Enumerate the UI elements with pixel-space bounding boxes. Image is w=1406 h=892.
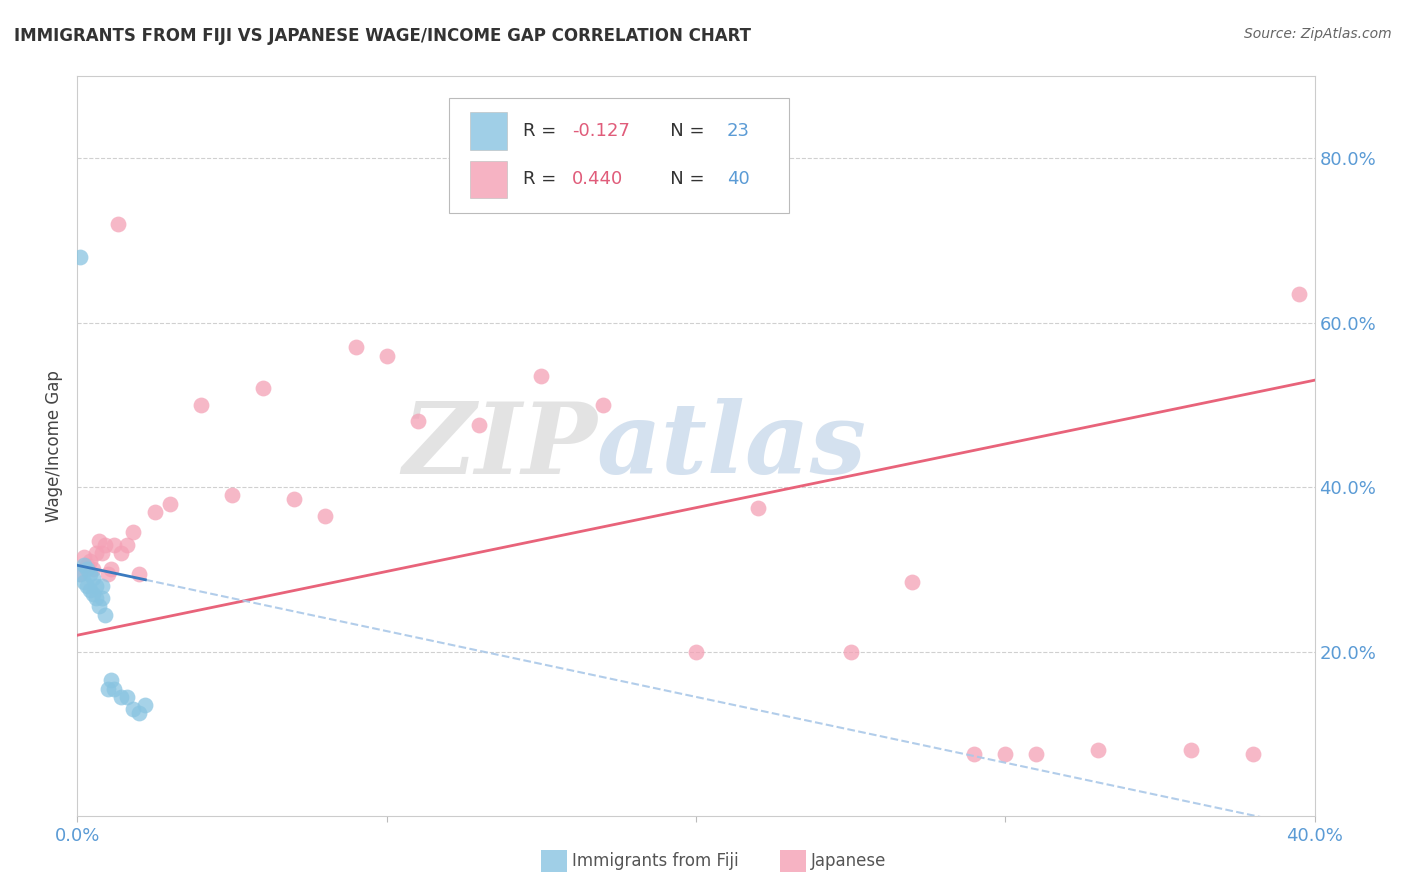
- Point: [963, 747, 986, 762]
- Point: [685, 645, 707, 659]
- Point: [84, 579, 107, 593]
- Point: [1180, 743, 1202, 757]
- Text: IMMIGRANTS FROM FIJI VS JAPANESE WAGE/INCOME GAP CORRELATION CHART: IMMIGRANTS FROM FIJI VS JAPANESE WAGE/IN…: [14, 27, 751, 45]
- Text: N =: N =: [652, 170, 710, 188]
- Point: [100, 562, 122, 576]
- Point: [406, 414, 429, 428]
- Point: [122, 525, 145, 540]
- Point: [1241, 747, 1264, 762]
- Point: [530, 369, 553, 384]
- Point: [91, 579, 114, 593]
- Point: [221, 488, 243, 502]
- Point: [79, 566, 101, 581]
- Point: [91, 546, 114, 560]
- Point: [592, 398, 614, 412]
- Text: Japanese: Japanese: [811, 852, 887, 870]
- Point: [82, 562, 104, 576]
- Text: R =: R =: [523, 121, 562, 140]
- Point: [314, 508, 336, 523]
- Point: [901, 574, 924, 589]
- Text: Source: ZipAtlas.com: Source: ZipAtlas.com: [1244, 27, 1392, 41]
- Point: [128, 706, 150, 721]
- Text: N =: N =: [652, 121, 710, 140]
- Point: [72, 549, 94, 565]
- Point: [110, 690, 132, 704]
- Point: [375, 349, 398, 363]
- Point: [82, 571, 104, 585]
- FancyBboxPatch shape: [470, 112, 506, 150]
- Y-axis label: Wage/Income Gap: Wage/Income Gap: [45, 370, 63, 522]
- Text: Immigrants from Fiji: Immigrants from Fiji: [572, 852, 740, 870]
- Point: [190, 398, 212, 412]
- FancyBboxPatch shape: [470, 161, 506, 198]
- Point: [122, 702, 145, 716]
- Point: [283, 492, 305, 507]
- Point: [76, 562, 98, 576]
- Point: [97, 681, 120, 696]
- Point: [94, 607, 117, 622]
- Point: [107, 217, 129, 231]
- Point: [128, 566, 150, 581]
- Point: [72, 558, 94, 573]
- Point: [84, 591, 107, 606]
- Point: [82, 587, 104, 601]
- Point: [76, 558, 98, 573]
- Point: [468, 418, 491, 433]
- Point: [747, 500, 769, 515]
- Point: [103, 681, 125, 696]
- Text: 40: 40: [727, 170, 749, 188]
- Text: 23: 23: [727, 121, 749, 140]
- FancyBboxPatch shape: [449, 98, 789, 213]
- Text: atlas: atlas: [598, 398, 868, 494]
- Text: ZIP: ZIP: [402, 398, 598, 494]
- Point: [94, 538, 117, 552]
- Point: [79, 554, 101, 568]
- Point: [839, 645, 862, 659]
- Point: [1288, 286, 1310, 301]
- Point: [84, 546, 107, 560]
- Text: R =: R =: [523, 170, 562, 188]
- Point: [72, 574, 94, 589]
- Point: [76, 579, 98, 593]
- Point: [994, 747, 1017, 762]
- Text: 0.440: 0.440: [572, 170, 623, 188]
- Point: [97, 566, 120, 581]
- Point: [159, 497, 181, 511]
- Point: [87, 599, 110, 614]
- Text: -0.127: -0.127: [572, 121, 630, 140]
- Point: [134, 698, 156, 712]
- Point: [110, 546, 132, 560]
- Point: [103, 538, 125, 552]
- Point: [69, 566, 91, 581]
- Point: [91, 591, 114, 606]
- Point: [1025, 747, 1047, 762]
- Point: [79, 582, 101, 597]
- Point: [115, 538, 138, 552]
- Point: [69, 566, 91, 581]
- Point: [87, 533, 110, 548]
- Point: [100, 673, 122, 688]
- Point: [143, 505, 166, 519]
- Point: [1087, 743, 1109, 757]
- Point: [69, 250, 91, 264]
- Point: [115, 690, 138, 704]
- Point: [344, 340, 367, 354]
- Point: [252, 381, 274, 395]
